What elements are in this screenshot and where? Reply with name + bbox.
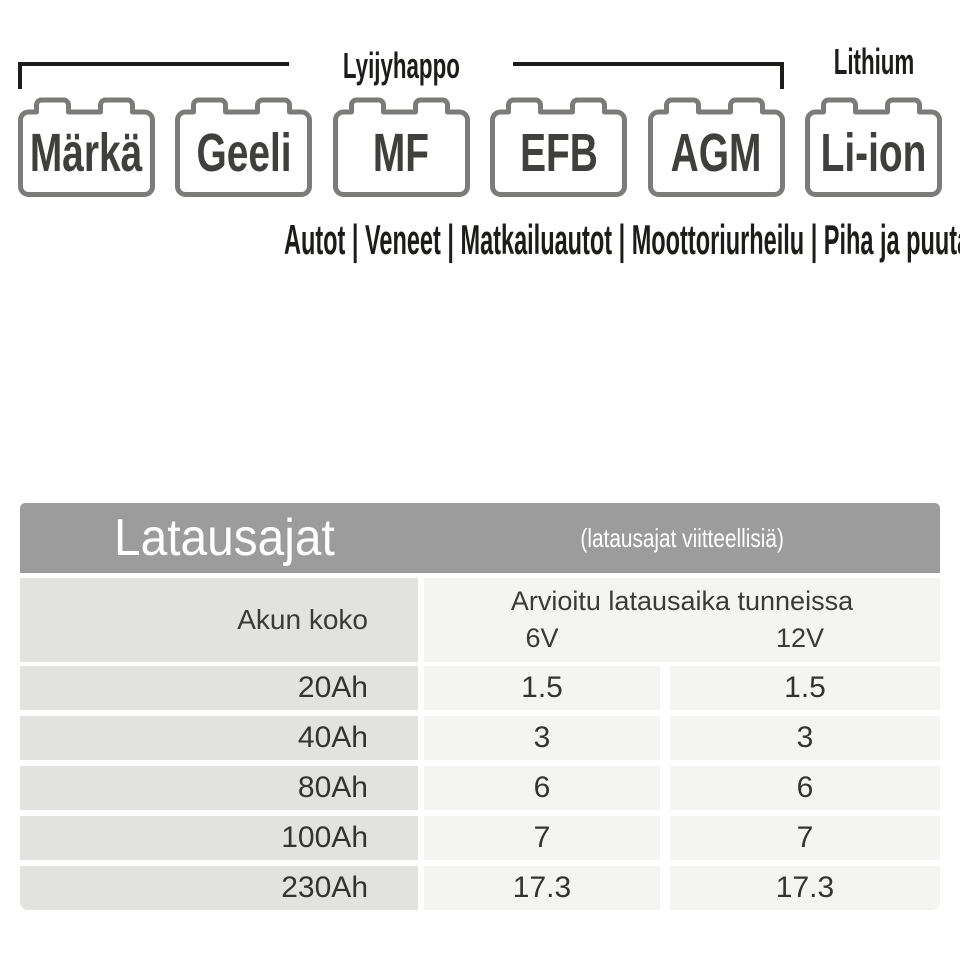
battery-type-label: MF xyxy=(373,123,430,183)
voltage-header-12v: 12V xyxy=(775,623,825,653)
bracket-right-tick xyxy=(780,62,784,89)
battery-icon xyxy=(804,97,942,197)
bracket-line-left xyxy=(22,62,289,66)
battery-type-label: AGM xyxy=(670,123,762,183)
battery-type-geeli: Geeli xyxy=(175,97,313,197)
time-12v-cell: 6 xyxy=(670,766,940,810)
battery-icon xyxy=(647,97,785,197)
time-12v-cell: 1.5 xyxy=(670,666,940,710)
bracket-left-tick xyxy=(18,62,22,89)
table-row: 230Ah 17.3 17.3 xyxy=(20,866,940,910)
lithium-group-label: Lithium xyxy=(833,41,914,82)
battery-type-liion: Li-ion xyxy=(804,97,942,197)
lead-acid-group-label: Lyijyhappo xyxy=(342,45,460,86)
battery-size-cell: 80Ah xyxy=(20,766,418,810)
battery-type-efb: EFB xyxy=(490,97,628,197)
table-subtitle: (latausajat viitteellisiä) xyxy=(580,522,785,553)
battery-type-label: Geeli xyxy=(196,123,292,183)
battery-types-row: Märkä Geeli MF EFB AGM Li-ion xyxy=(18,97,942,197)
battery-icon xyxy=(18,97,155,197)
time-6v-cell: 1.5 xyxy=(424,666,660,710)
battery-type-label: Märkä xyxy=(30,123,143,183)
battery-icon xyxy=(490,97,628,197)
usage-categories-line: Autot | Veneet | Matkailuautot | Moottor… xyxy=(283,216,960,263)
charge-time-header-label: Arvioitu latausaika tunneissa xyxy=(510,586,854,616)
battery-icon xyxy=(175,97,313,197)
table-header-row: Akun koko Arvioitu latausaika tunneissa … xyxy=(20,578,940,662)
voltage-header-row: 6V 12V xyxy=(424,623,940,654)
table-title-bar: Latausajat (latausajat viitteellisiä) xyxy=(20,503,940,573)
table-row: 40Ah 3 3 xyxy=(20,716,940,760)
table-row: 100Ah 7 7 xyxy=(20,816,940,860)
battery-size-cell: 230Ah xyxy=(20,866,418,910)
battery-size-cell: 40Ah xyxy=(20,716,418,760)
battery-size-header: Akun koko xyxy=(20,578,418,662)
battery-icon xyxy=(332,97,470,197)
table-row: 80Ah 6 6 xyxy=(20,766,940,810)
bracket-line-right xyxy=(513,62,780,66)
table-subtitle-wrap: (latausajat viitteellisiä) xyxy=(425,503,940,573)
time-6v-cell: 6 xyxy=(424,766,660,810)
voltage-header-6v: 6V xyxy=(525,623,559,653)
table-row: 20Ah 1.5 1.5 xyxy=(20,666,940,710)
battery-type-mf: MF xyxy=(332,97,470,197)
battery-size-cell: 20Ah xyxy=(20,666,418,710)
time-6v-cell: 17.3 xyxy=(424,866,660,910)
battery-size-cell: 100Ah xyxy=(20,816,418,860)
charge-time-header: Arvioitu latausaika tunneissa 6V 12V xyxy=(424,578,940,662)
battery-type-marka: Märkä xyxy=(18,97,155,197)
time-12v-cell: 3 xyxy=(670,716,940,760)
lithium-group-label-wrap: Lithium xyxy=(805,44,942,80)
battery-type-agm: AGM xyxy=(647,97,785,197)
time-6v-cell: 7 xyxy=(424,816,660,860)
charging-times-table: Latausajat (latausajat viitteellisiä) Ak… xyxy=(20,503,940,916)
battery-type-label: Li-ion xyxy=(820,123,927,183)
lead-acid-bracket: Lyijyhappo xyxy=(18,48,784,89)
table-title: Latausajat xyxy=(114,509,335,567)
time-6v-cell: 3 xyxy=(424,716,660,760)
time-12v-cell: 7 xyxy=(670,816,940,860)
time-12v-cell: 17.3 xyxy=(670,866,940,910)
battery-type-label: EFB xyxy=(519,123,598,183)
